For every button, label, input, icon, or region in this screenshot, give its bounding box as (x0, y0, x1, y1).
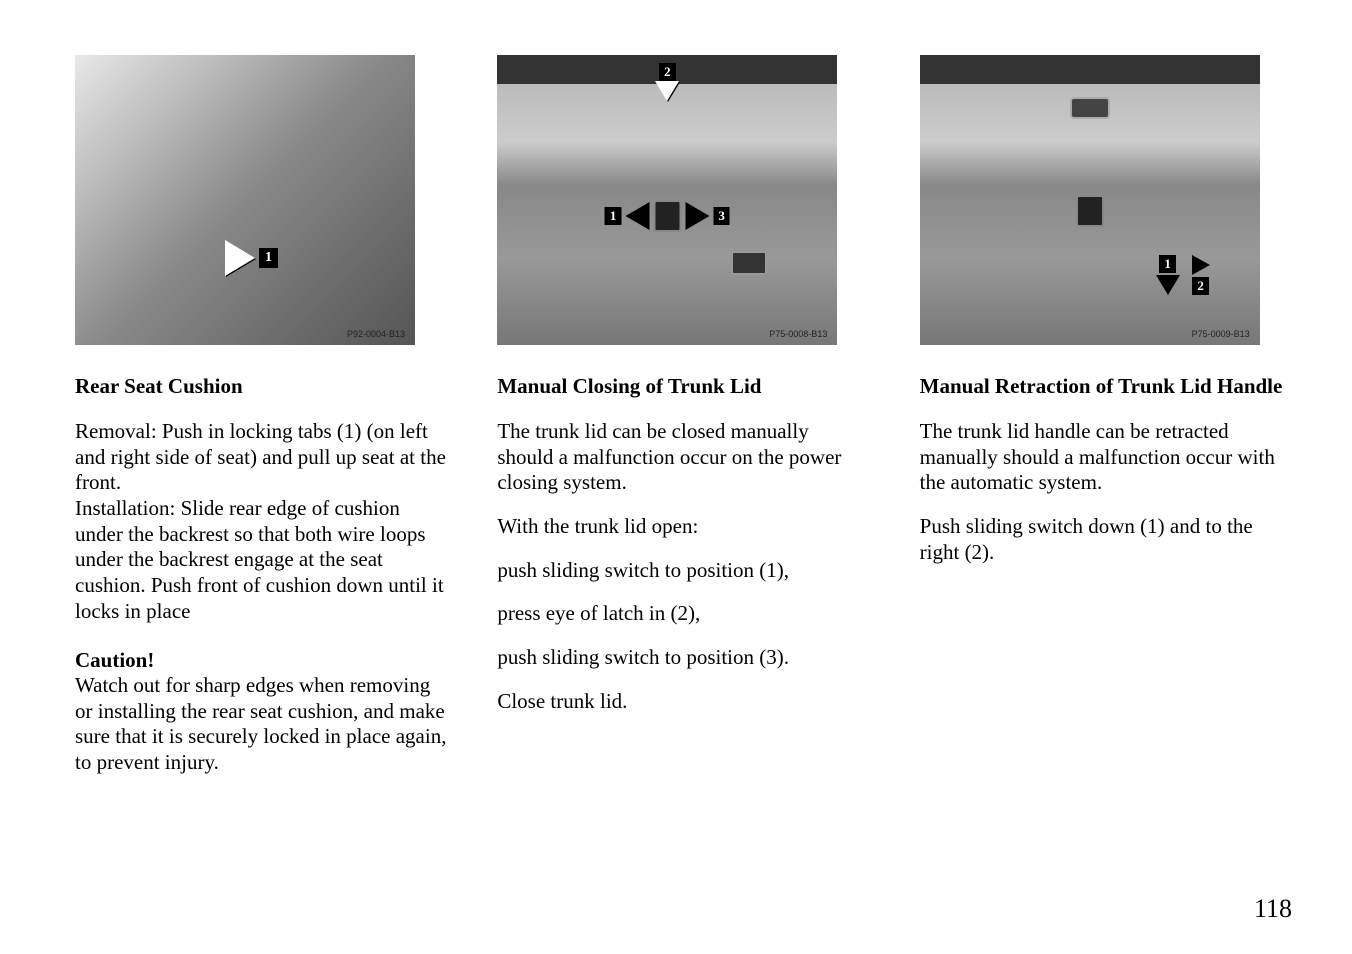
arrow-left-icon (625, 202, 649, 230)
para-rear-seat-removal: Removal: Push in locking tabs (1) (on le… (75, 419, 447, 624)
switch-icon (731, 251, 767, 275)
column-3: 1 2 P75-0009-B13 Manual Retraction of Tr… (920, 55, 1292, 776)
heading-manual-retraction: Manual Retraction of Trunk Lid Handle (920, 373, 1292, 399)
figure-marker-left-label: 1 (605, 207, 622, 225)
arrow-right-icon (225, 240, 255, 276)
para-retraction-intro: The trunk lid handle can be retracted ma… (920, 419, 1292, 496)
latch-icon (1070, 97, 1110, 119)
arrow-down-icon (655, 81, 679, 101)
heading-rear-seat-cushion: Rear Seat Cushion (75, 373, 447, 399)
arrow-right-icon (1192, 255, 1210, 275)
figure-marker-top-label: 2 (659, 63, 676, 81)
figure-marker-top: 2 (655, 63, 679, 101)
figure-caption-2: P75-0008-B13 (769, 329, 827, 339)
figure-br-markers: 1 2 (1156, 255, 1210, 295)
caution-para: Watch out for sharp edges when removing … (75, 673, 447, 775)
page-columns: 1 P92-0004-B13 Rear Seat Cushion Removal… (75, 55, 1292, 776)
figure-manual-closing: 2 1 3 P75-0008-B13 (497, 55, 837, 345)
figure-marker-1: 1 (225, 240, 278, 276)
heading-manual-closing: Manual Closing of Trunk Lid (497, 373, 869, 399)
page-number: 118 (1254, 894, 1292, 924)
column-1: 1 P92-0004-B13 Rear Seat Cushion Removal… (75, 55, 447, 776)
figure-marker-right-label: 3 (713, 207, 730, 225)
switch-icon (653, 200, 681, 232)
figure-marker-1-label: 1 (259, 248, 278, 268)
para-trunk-open: With the trunk lid open: (497, 514, 869, 540)
figure-manual-retraction: 1 2 P75-0009-B13 (920, 55, 1260, 345)
para-step-3: push sliding switch to position (3). (497, 645, 869, 671)
figure-marker-down-label: 1 (1159, 255, 1176, 273)
para-step-1: push sliding switch to position (1), (497, 558, 869, 584)
para-trunk-intro: The trunk lid can be closed manually sho… (497, 419, 869, 496)
switch-icon (1076, 195, 1104, 227)
figure-rear-seat-cushion: 1 P92-0004-B13 (75, 55, 415, 345)
figure-center-markers: 1 3 (605, 200, 730, 232)
arrow-down-icon (1156, 275, 1180, 295)
arrow-right-icon (685, 202, 709, 230)
para-step-2: press eye of latch in (2), (497, 601, 869, 627)
caution-heading: Caution! (75, 648, 447, 673)
para-close-trunk: Close trunk lid. (497, 689, 869, 715)
figure-top-latch (1070, 97, 1110, 119)
para-retraction-step: Push sliding switch down (1) and to the … (920, 514, 1292, 565)
column-2: 2 1 3 P75-0008-B13 Manual Closing of Tru… (497, 55, 869, 776)
figure-marker-right-label: 2 (1192, 277, 1209, 295)
figure-caption-1: P92-0004-B13 (347, 329, 405, 339)
figure-caption-3: P75-0009-B13 (1192, 329, 1250, 339)
